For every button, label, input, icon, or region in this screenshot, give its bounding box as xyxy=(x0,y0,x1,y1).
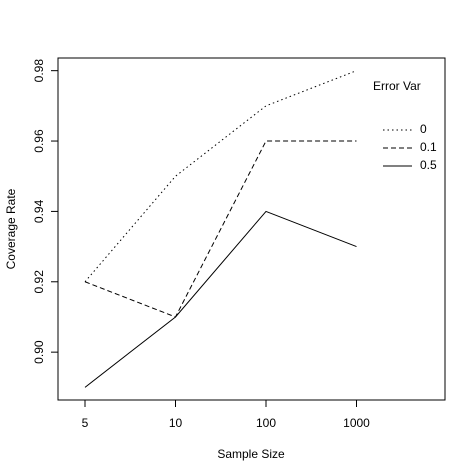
series-line xyxy=(84,140,357,318)
y-tick-label: 0.90 xyxy=(32,340,46,364)
x-tick-label: 5 xyxy=(82,416,89,430)
x-tick-label: 10 xyxy=(169,416,183,430)
x-tick-label: 100 xyxy=(256,416,276,430)
y-tick-label: 0.98 xyxy=(32,59,46,83)
x-tick-label: 1000 xyxy=(343,416,370,430)
series-line xyxy=(84,210,357,388)
y-tick-label: 0.96 xyxy=(32,129,46,153)
series-line xyxy=(84,70,357,283)
legend-label: 0.1 xyxy=(420,140,437,154)
legend-label: 0.5 xyxy=(420,158,437,172)
y-axis-label: Coverage Rate xyxy=(4,188,18,269)
y-tick-label: 0.94 xyxy=(32,199,46,223)
legend-title: Error Var xyxy=(373,79,421,93)
y-tick-label: 0.92 xyxy=(32,270,46,294)
x-axis-label: Sample Size xyxy=(217,447,285,461)
legend-label: 0 xyxy=(420,122,427,136)
